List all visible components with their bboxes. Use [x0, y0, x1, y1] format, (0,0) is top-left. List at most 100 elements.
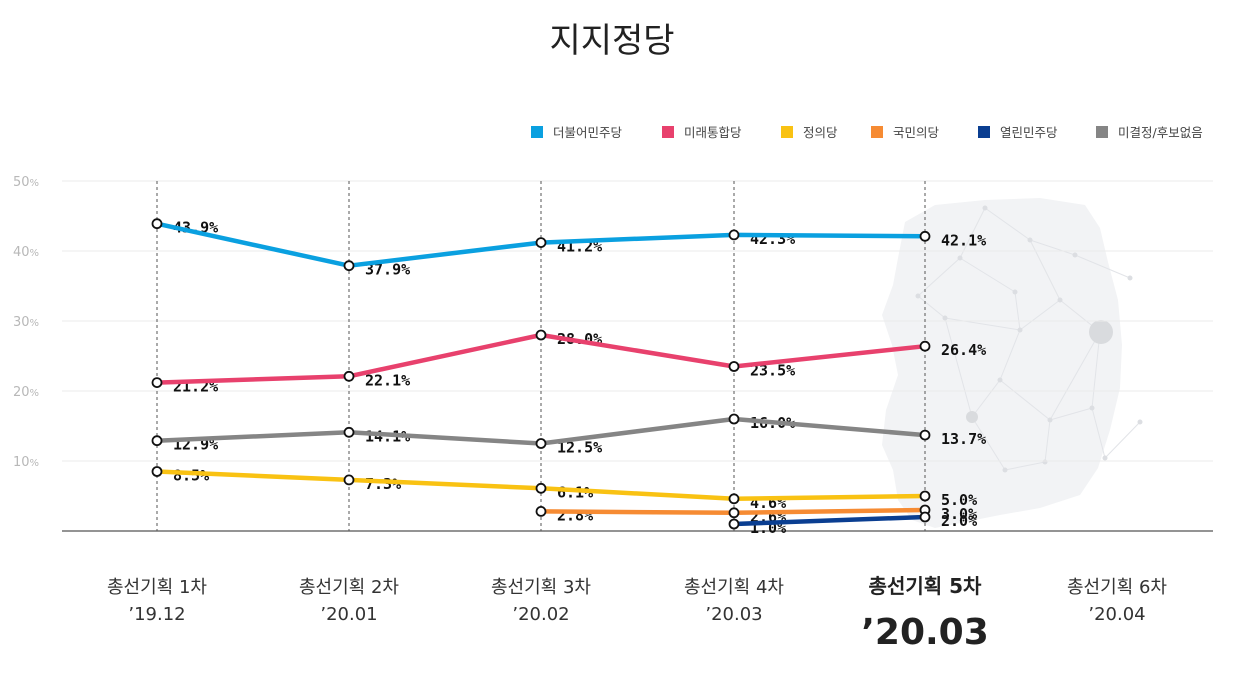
y-tick-unit: %	[30, 318, 40, 329]
map-network-line	[1044, 419, 1051, 463]
map-network-node	[1047, 417, 1053, 423]
legend-swatch	[978, 126, 990, 138]
chart-title: 지지정당	[549, 21, 674, 61]
series-line	[731, 514, 928, 527]
map-network-node	[982, 205, 988, 211]
map-network-line	[971, 379, 1001, 418]
map-network-node	[1102, 455, 1108, 461]
x-category-label: 총선기획 5차	[869, 574, 982, 598]
map-network-node	[1027, 237, 1033, 243]
x-category-date: ’19.12	[128, 604, 185, 625]
data-point	[535, 505, 547, 517]
y-tick-unit: %	[30, 248, 40, 259]
data-label: 42.1%	[941, 231, 986, 249]
data-point	[919, 490, 931, 502]
series-points	[151, 218, 931, 530]
data-label: 43.9%	[173, 219, 218, 237]
data-point	[151, 466, 163, 477]
y-axis: 10% 20% 30% 40% 50%	[13, 175, 39, 470]
map-network-node	[915, 293, 921, 299]
data-point	[728, 361, 740, 372]
data-label: 5.0%	[941, 491, 977, 509]
map-network-line	[1029, 239, 1061, 301]
y-tick-unit: %	[30, 458, 40, 469]
legend-label: 미결정/후보없음	[1118, 125, 1203, 140]
map-network-line	[1091, 407, 1106, 459]
map-network-line	[999, 329, 1021, 381]
x-category-date: ’20.04	[1088, 604, 1145, 625]
data-point	[728, 229, 740, 241]
y-tick-unit: %	[30, 178, 40, 189]
map-network-node	[957, 255, 963, 261]
x-category-label: 총선기획 2차	[299, 577, 399, 598]
data-point	[919, 429, 931, 441]
legend-label: 국민의당	[893, 125, 940, 140]
data-point	[343, 426, 355, 438]
series-layer: 43.9%37.9%41.2% 42.3% 42.1%21.2% 22.1%28.0%…	[151, 218, 986, 537]
map-network-line	[959, 207, 986, 259]
legend-swatch	[662, 126, 674, 138]
data-point	[535, 237, 547, 249]
category-guides	[156, 181, 926, 531]
data-label: 23.5%	[750, 362, 795, 380]
x-category-label: 총선기획 3차	[491, 577, 591, 598]
y-tick-label: 10%	[13, 455, 39, 470]
legend-label: 정의당	[803, 125, 838, 140]
map-network-line	[1049, 407, 1093, 421]
data-point	[535, 482, 547, 494]
x-category-date: ’20.02	[512, 604, 569, 625]
data-point	[343, 474, 355, 486]
y-tick-unit: %	[30, 388, 40, 399]
data-point	[728, 493, 740, 505]
data-point	[919, 340, 931, 352]
y-tick-label: 30%	[13, 315, 39, 330]
data-point	[343, 260, 355, 272]
y-tick-label: 50%	[13, 175, 39, 190]
map-network-line	[1104, 421, 1141, 459]
legend-swatch	[1096, 126, 1108, 138]
map-city-dot	[1089, 320, 1113, 344]
data-point	[535, 329, 547, 341]
data-label: 2.8%	[557, 506, 593, 524]
map-silhouette	[882, 198, 1122, 528]
map-network-line	[944, 317, 973, 418]
data-label: 22.1%	[365, 371, 410, 389]
data-point	[535, 438, 547, 449]
map-network-node	[1012, 289, 1018, 295]
data-point	[151, 377, 163, 389]
map-network-node	[942, 315, 948, 321]
x-category-label: 총선기획 4차	[684, 577, 784, 598]
x-category-date: ’20.01	[320, 604, 377, 625]
map-network-node	[1127, 275, 1133, 281]
legend-label: 열린민주당	[1000, 125, 1058, 140]
x-category-date: ’20.03	[861, 612, 989, 653]
map-network-line	[1029, 239, 1076, 256]
map-network-line	[984, 207, 1031, 241]
y-tick-label: 40%	[13, 245, 39, 260]
map-network-line	[917, 295, 946, 319]
data-point	[728, 518, 740, 530]
data-label: 2.0%	[941, 512, 977, 530]
map-network-node	[1042, 459, 1048, 465]
grid	[62, 180, 1213, 532]
data-point	[919, 230, 931, 242]
legend: 더불어민주당 미래통합당 정의당 국민의당 열린민주당 미결정/후보없음	[531, 125, 1203, 140]
data-point	[728, 413, 740, 425]
x-category-label: 총선기획 6차	[1067, 577, 1167, 598]
y-tick-label: 20%	[13, 385, 39, 400]
data-label: 37.9%	[365, 261, 410, 279]
map-network-line	[1019, 299, 1061, 331]
data-label: 13.7%	[941, 430, 986, 448]
data-point	[343, 370, 355, 382]
data-point	[151, 435, 163, 447]
map-network-line	[1074, 254, 1131, 279]
map-network-node	[997, 377, 1003, 383]
data-point	[151, 218, 163, 230]
map-network-line	[1091, 331, 1101, 409]
legend-swatch	[871, 126, 883, 138]
map-network-line	[999, 379, 1051, 421]
map-network-node	[1072, 252, 1078, 258]
korea-map-background	[882, 198, 1143, 528]
legend-swatch	[781, 126, 793, 138]
